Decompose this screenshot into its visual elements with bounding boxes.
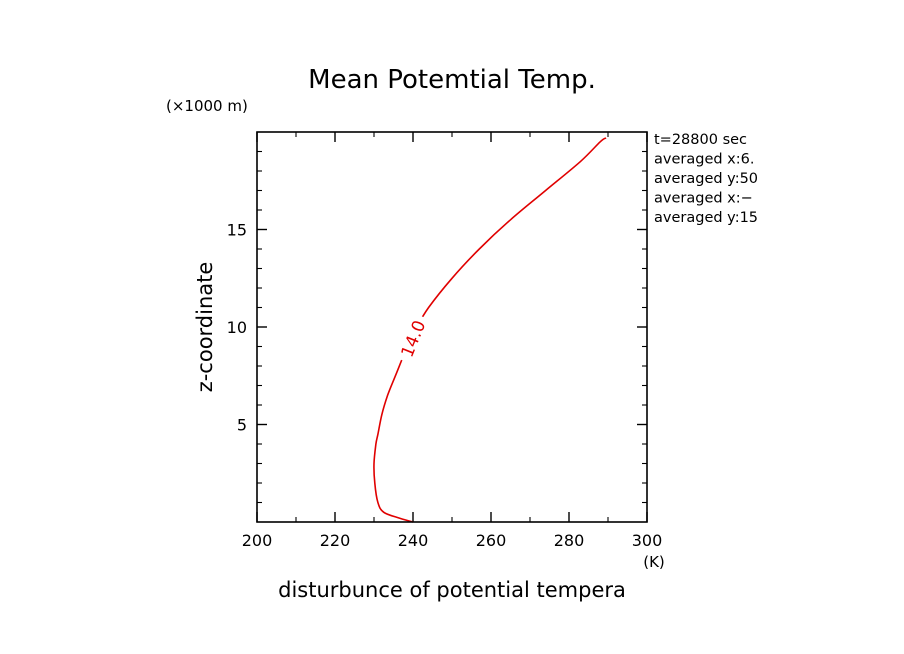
- annotation-line: averaged y:50: [654, 171, 758, 187]
- x-tick-label: 300: [632, 531, 663, 550]
- x-unit-label: (K): [643, 553, 665, 571]
- chart-title: Mean Potemtial Temp.: [308, 65, 596, 95]
- x-tick-label: 220: [320, 531, 351, 550]
- x-tick-label: 200: [242, 531, 273, 550]
- x-tick-label: 240: [398, 531, 429, 550]
- y-tick-label: 10: [227, 318, 247, 337]
- contour-line: [373, 137, 607, 523]
- x-axis-title: disturbunce of potential tempera: [278, 578, 626, 602]
- y-unit-label: (×1000 m): [166, 97, 248, 115]
- x-tick-label: 260: [476, 531, 507, 550]
- annotation-line: averaged x:−: [654, 191, 753, 207]
- annotation-line: averaged x:6.: [654, 152, 754, 168]
- annotation-line: t=28800 sec: [654, 132, 747, 148]
- annotation-line: averaged y:15: [654, 210, 758, 226]
- x-tick-label: 280: [554, 531, 585, 550]
- y-tick-label: 15: [227, 221, 247, 240]
- y-tick-label: 5: [237, 416, 247, 435]
- plot-frame: [256, 131, 648, 523]
- y-axis-title: z-coordinate: [193, 262, 217, 393]
- contour-label: 14.0: [398, 318, 431, 361]
